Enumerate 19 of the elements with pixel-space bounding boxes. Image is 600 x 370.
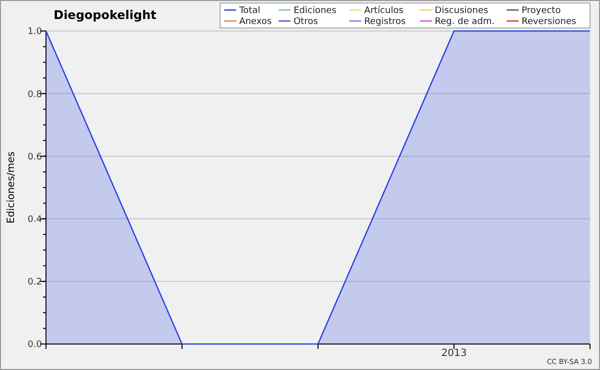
y-axis-title: Ediciones/mes xyxy=(6,151,17,224)
y-tick-label: 0.2 xyxy=(28,278,42,288)
y-tick-label: 0.8 xyxy=(28,90,42,100)
y-tick-label: 0.4 xyxy=(28,214,42,225)
legend-label: Total xyxy=(238,6,260,16)
chart-title: Diegopokelight xyxy=(54,8,157,22)
y-tick-label: 0.0 xyxy=(28,340,42,350)
legend-label: Anexos xyxy=(239,17,272,27)
legend-label: Ediciones xyxy=(294,6,337,16)
legend-label: Reg. de adm. xyxy=(434,17,495,27)
legend-label: Registros xyxy=(364,17,406,27)
y-tick-label: 0.6 xyxy=(28,152,42,162)
y-tick-label: 1.0 xyxy=(28,27,42,38)
legend-label: Otros xyxy=(294,17,318,27)
x-tick-label: 2013 xyxy=(441,348,467,359)
legend-label: Artículos xyxy=(364,5,404,16)
legend-label: Proyecto xyxy=(522,6,562,16)
legend-label: Reversiones xyxy=(522,17,576,27)
legend-label: Discusiones xyxy=(434,6,489,16)
